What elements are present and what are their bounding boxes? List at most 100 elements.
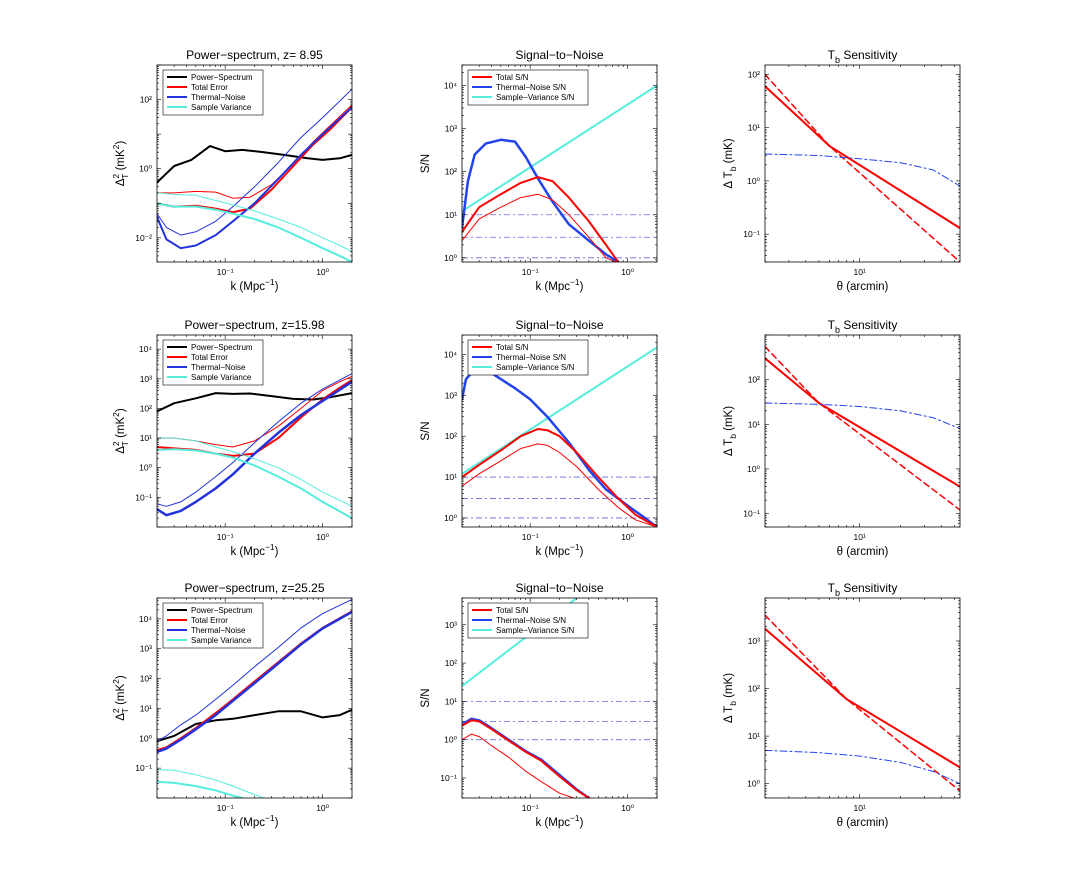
- axes-box: [764, 334, 961, 528]
- series-line: [462, 346, 657, 475]
- legend-entry: Thermal−Noise: [191, 626, 246, 635]
- y-tick-label: 10⁰: [747, 176, 760, 186]
- legend-entry: Total Error: [191, 616, 228, 625]
- y-tick-label: 10⁻¹: [135, 492, 152, 502]
- chart-title: Tb Sensitivity: [828, 581, 898, 598]
- chart-panel-4: 10⁻¹ 10⁰ 10⁻¹ 10⁰ 10¹ 10² 10³ 10⁴ Power−spectrum…: [111, 318, 353, 558]
- y-tick-label: 10¹: [748, 731, 760, 741]
- y-tick-label: 10³: [140, 644, 152, 654]
- series-line: [157, 373, 352, 507]
- series-line: [157, 708, 352, 743]
- y-tick-label: 10⁻¹: [743, 229, 760, 239]
- series-line: [157, 202, 352, 262]
- x-tick-label: 10¹: [854, 532, 866, 542]
- y-axis-label: S/N: [420, 154, 432, 173]
- y-axis-label: Δ2T (mK2): [111, 675, 130, 721]
- x-tick-label: 10⁻¹: [217, 803, 234, 813]
- legend-entry: Total S/N: [496, 343, 529, 352]
- y-tick-label: 10²: [748, 684, 760, 694]
- series-line: [157, 379, 352, 457]
- plot-area: [157, 598, 352, 798]
- series-line: [765, 627, 960, 769]
- y-tick-label: 10³: [445, 620, 457, 630]
- y-tick-label: 10³: [140, 374, 152, 384]
- x-axis-label: θ (arcmin): [837, 281, 889, 293]
- series-line: [157, 448, 352, 520]
- x-axis-label: θ (arcmin): [837, 546, 889, 558]
- y-axis-label: Δ Tb (mK): [723, 673, 738, 723]
- plot-area: [765, 73, 960, 262]
- y-axis-label: Δ Tb (mK): [723, 138, 738, 188]
- x-tick-label: 10⁻¹: [217, 532, 234, 542]
- x-axis-label: k (Mpc−1): [535, 813, 583, 829]
- x-tick-label: 10⁰: [316, 803, 329, 813]
- y-tick-label: 10⁰: [444, 513, 457, 523]
- x-tick-label: 10⁰: [316, 532, 329, 542]
- y-axis-label: Δ Tb (mK): [723, 406, 738, 456]
- chart-panel-5: 10⁻¹ 10⁰ 10⁰ 10¹ 10² 10³ 10⁴ Signal−to−Noise k (…: [420, 318, 658, 558]
- x-tick-label: 10⁰: [316, 267, 329, 277]
- y-tick-label: 10⁴: [139, 344, 152, 354]
- y-tick-label: 10³: [445, 390, 457, 400]
- y-tick-label: 10³: [445, 124, 457, 134]
- legend-entry: Sample−Variance S/N: [496, 93, 575, 102]
- y-tick-label: 10⁻¹: [743, 509, 760, 519]
- x-tick-label: 10⁰: [621, 532, 634, 542]
- series-line: [765, 73, 960, 262]
- legend-entry: Power−Spectrum: [191, 343, 253, 352]
- y-tick-label: 10²: [445, 658, 457, 668]
- y-tick-label: 10⁻¹: [440, 773, 457, 783]
- legend-entry: Sample Variance: [191, 636, 252, 645]
- series-line: [157, 145, 352, 184]
- chart-title: Signal−to−Noise: [515, 581, 603, 595]
- chart-title: Power−spectrum, z= 8.95: [186, 48, 323, 62]
- x-tick-label: 10¹: [854, 803, 866, 813]
- series-line: [462, 138, 620, 262]
- series-line: [462, 193, 616, 262]
- series-line: [157, 610, 352, 754]
- chart-panel-6: 10¹ 10⁻¹ 10⁰ 10¹ 10² Tb Sensitivity θ (arcmin)…: [723, 318, 961, 558]
- x-tick-label: 10⁻¹: [522, 267, 539, 277]
- y-tick-label: 10⁴: [139, 614, 152, 624]
- y-tick-label: 10⁴: [444, 81, 457, 91]
- legend-entry: Thermal−Noise: [191, 93, 246, 102]
- chart-panel-3: 10¹ 10⁻¹ 10⁰ 10¹ 10² Tb Sensitivity θ (arcmin)…: [723, 48, 961, 293]
- y-tick-label: 10⁰: [139, 164, 152, 174]
- series-line: [157, 392, 352, 413]
- y-tick-label: 10⁰: [139, 733, 152, 743]
- legend-entry: Total Error: [191, 83, 228, 92]
- y-axis-label: S/N: [420, 421, 432, 440]
- plot-area: [765, 614, 960, 792]
- series-line: [462, 719, 590, 798]
- chart-title: Tb Sensitivity: [828, 318, 898, 335]
- x-tick-label: 10⁻¹: [522, 532, 539, 542]
- y-axis-label: S/N: [420, 688, 432, 707]
- legend-entry: Total Error: [191, 353, 228, 362]
- x-tick-label: 10¹: [854, 267, 866, 277]
- series-line: [462, 717, 591, 798]
- y-tick-label: 10⁰: [444, 735, 457, 745]
- y-axis-label: Δ2T (mK2): [111, 408, 130, 454]
- chart-title: Power−spectrum, z=25.25: [184, 581, 324, 595]
- y-tick-label: 10²: [445, 431, 457, 441]
- chart-panel-9: 10¹ 10⁰ 10¹ 10² 10³ Tb Sensitivity θ (arcmin) Δ…: [723, 581, 961, 829]
- x-tick-label: 10⁰: [621, 803, 634, 813]
- y-tick-label: 10¹: [140, 703, 152, 713]
- legend-entry: Power−Spectrum: [191, 73, 253, 82]
- y-tick-label: 10¹: [748, 419, 760, 429]
- x-tick-label: 10⁰: [621, 267, 634, 277]
- chart-panel-1: 10⁻¹ 10⁰ 10⁻² 10⁰ 10² Power−spectrum, z= 8.95…: [111, 48, 353, 293]
- series-line: [157, 769, 265, 798]
- legend-entry: Sample Variance: [191, 373, 252, 382]
- legend-entry: Sample−Variance S/N: [496, 626, 575, 635]
- chart-panel-7: 10⁻¹ 10⁰ 10⁻¹ 10⁰ 10¹ 10² 10³ 10⁴ Power−spectrum…: [111, 581, 353, 829]
- y-tick-label: 10¹: [445, 210, 457, 220]
- x-axis-label: k (Mpc−1): [230, 542, 278, 558]
- chart-panel-2: 10⁻¹ 10⁰ 10⁰ 10¹ 10² 10³ 10⁴ Signal−to−Noise k (…: [420, 48, 658, 293]
- series-line: [157, 380, 352, 517]
- y-tick-label: 10⁰: [444, 253, 457, 263]
